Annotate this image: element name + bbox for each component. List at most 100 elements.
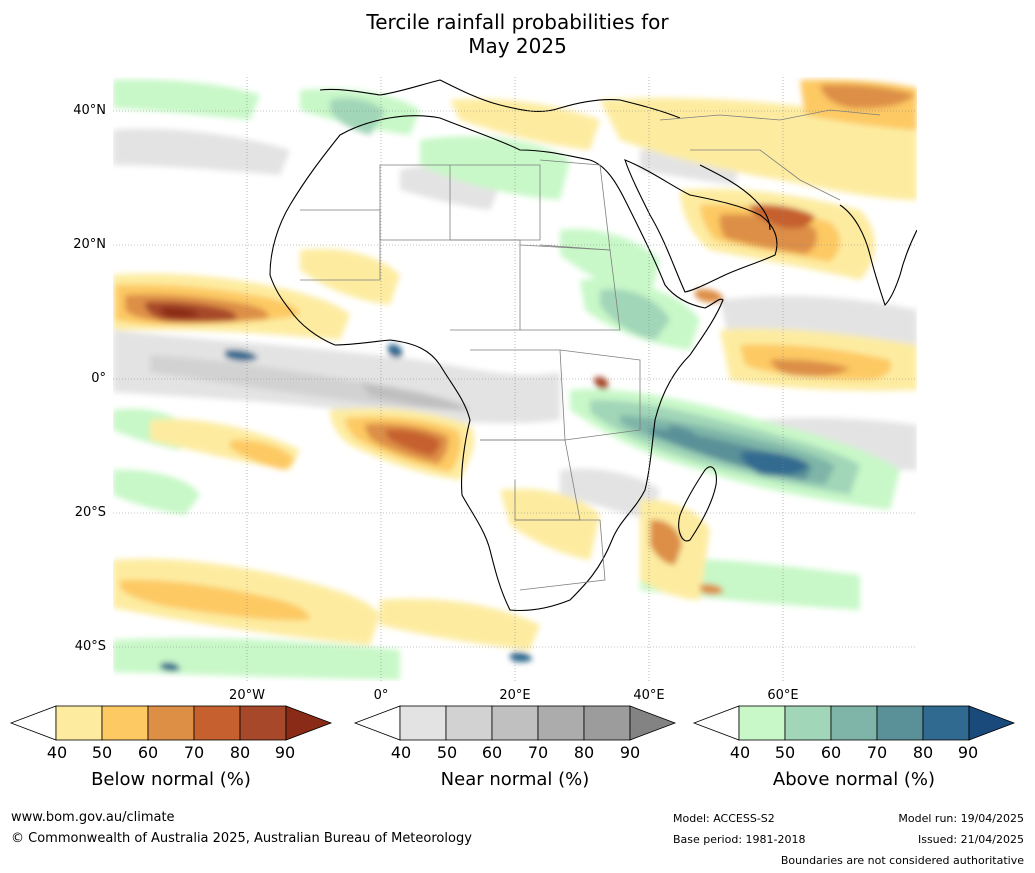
colorbar-swatch xyxy=(239,705,287,741)
below-normal-region xyxy=(160,307,200,318)
colorbar-swatch xyxy=(922,705,970,741)
near-normal-region xyxy=(360,382,470,411)
rainfall-map xyxy=(113,77,917,681)
colorbar-swatch xyxy=(830,705,878,741)
colorbar-below-title: Below normal (%) xyxy=(91,769,251,790)
colorbar-near-normal xyxy=(353,705,677,741)
colorbar-tick: 80 xyxy=(229,743,251,762)
footer-model-run: Model run: 19/04/2025 xyxy=(898,812,1024,825)
country-borders xyxy=(690,149,841,201)
lon-label-0: 0° xyxy=(373,688,389,703)
below-normal-region xyxy=(300,248,400,305)
colorbar-tick: 50 xyxy=(774,743,796,762)
lat-label-40n: 40°N xyxy=(73,103,106,118)
colorbar-tick: 50 xyxy=(91,743,113,762)
colorbar-tick: 40 xyxy=(46,743,68,762)
colorbar-swatch xyxy=(491,705,539,741)
country-borders xyxy=(515,519,606,591)
colorbar-arrow-low xyxy=(353,705,401,741)
above-normal-region xyxy=(740,451,810,476)
above-normal-region xyxy=(160,662,180,672)
below-normal-region xyxy=(700,583,724,595)
country-borders xyxy=(539,159,611,251)
colorbar-swatch xyxy=(445,705,493,741)
above-normal-region xyxy=(510,652,532,663)
below-normal-region xyxy=(770,359,850,377)
colorbar-swatch xyxy=(583,705,631,741)
lat-label-20s: 20°S xyxy=(74,505,106,520)
country-borders xyxy=(450,239,521,331)
colorbar-swatch xyxy=(784,705,832,741)
colorbar-tick: 60 xyxy=(481,743,503,762)
colorbar-tick: 90 xyxy=(957,743,979,762)
colorbar-tick: 80 xyxy=(573,743,595,762)
below-normal-region xyxy=(230,439,295,470)
country-borders xyxy=(519,244,621,331)
colorbar-swatch xyxy=(193,705,241,741)
below-normal-region xyxy=(750,204,815,229)
below-normal-region xyxy=(380,598,540,650)
colorbar-tick: 70 xyxy=(527,743,549,762)
coastline-persian-gulf xyxy=(699,164,771,231)
colorbar-swatch xyxy=(101,705,149,741)
footer-base-period: Base period: 1981-2018 xyxy=(673,833,806,846)
below-normal-region xyxy=(450,98,600,150)
colorbar-tick: 70 xyxy=(866,743,888,762)
below-normal-region xyxy=(600,98,917,200)
lon-label-20w: 20°W xyxy=(229,688,265,703)
footer-issued: Issued: 21/04/2025 xyxy=(917,833,1024,846)
title-line-2: May 2025 xyxy=(468,34,567,58)
colorbar-swatch xyxy=(738,705,786,741)
near-normal-region xyxy=(113,128,290,175)
above-normal-region xyxy=(330,98,385,135)
title-line-1: Tercile rainfall probabilities for xyxy=(366,10,669,34)
colorbar-arrow-high xyxy=(285,705,333,741)
near-normal-region xyxy=(560,468,660,520)
above-normal-region xyxy=(600,289,670,340)
below-normal-region xyxy=(594,376,609,390)
colorbar-tick: 40 xyxy=(729,743,751,762)
colorbar-arrow-low xyxy=(9,705,57,741)
colorbar-arrow-low xyxy=(692,705,740,741)
lon-label-20e: 20°E xyxy=(499,688,531,703)
colorbar-swatch xyxy=(147,705,195,741)
above-normal-region xyxy=(113,469,200,515)
colorbar-swatch xyxy=(55,705,103,741)
country-borders xyxy=(559,349,641,441)
above-normal-region xyxy=(113,638,400,680)
below-normal-region xyxy=(385,429,440,456)
coastline-africa xyxy=(269,115,724,612)
above-normal-region xyxy=(560,229,660,300)
lat-label-40s: 40°S xyxy=(74,639,106,654)
below-normal-region xyxy=(500,488,600,560)
above-normal-region xyxy=(420,136,570,200)
colorbar-swatch xyxy=(399,705,447,741)
colorbar-legend xyxy=(9,705,1016,741)
footer-website: www.bom.gov.au/climate xyxy=(11,810,175,825)
colorbar-swatch xyxy=(876,705,924,741)
chart-title: Tercile rainfall probabilities for May 2… xyxy=(0,10,1035,58)
colorbar-arrow-high xyxy=(968,705,1016,741)
above-normal-region xyxy=(668,425,700,444)
lon-label-40e: 40°E xyxy=(633,688,665,703)
colorbar-tick: 90 xyxy=(274,743,296,762)
coastline-india xyxy=(839,204,917,307)
above-normal-region xyxy=(225,349,258,362)
above-normal-region xyxy=(388,344,403,358)
footer-model: Model: ACCESS-S2 xyxy=(673,812,775,825)
lat-label-20n: 20°N xyxy=(73,237,106,252)
lon-label-60e: 60°E xyxy=(767,688,799,703)
colorbar-tick: 90 xyxy=(619,743,641,762)
footer-copyright: © Commonwealth of Australia 2025, Austra… xyxy=(11,831,472,846)
footer-disclaimer: Boundaries are not considered authoritat… xyxy=(780,854,1024,867)
colorbar-tick: 80 xyxy=(912,743,934,762)
below-normal-region xyxy=(650,519,682,565)
colorbar-near-title: Near normal (%) xyxy=(440,769,590,790)
colorbar-tick: 60 xyxy=(137,743,159,762)
colorbar-tick: 60 xyxy=(820,743,842,762)
colorbar-tick: 40 xyxy=(390,743,412,762)
colorbar-below-normal xyxy=(9,705,333,741)
below-normal-region xyxy=(120,579,310,621)
below-normal-region xyxy=(695,289,724,303)
coastline-madagascar xyxy=(678,466,717,542)
